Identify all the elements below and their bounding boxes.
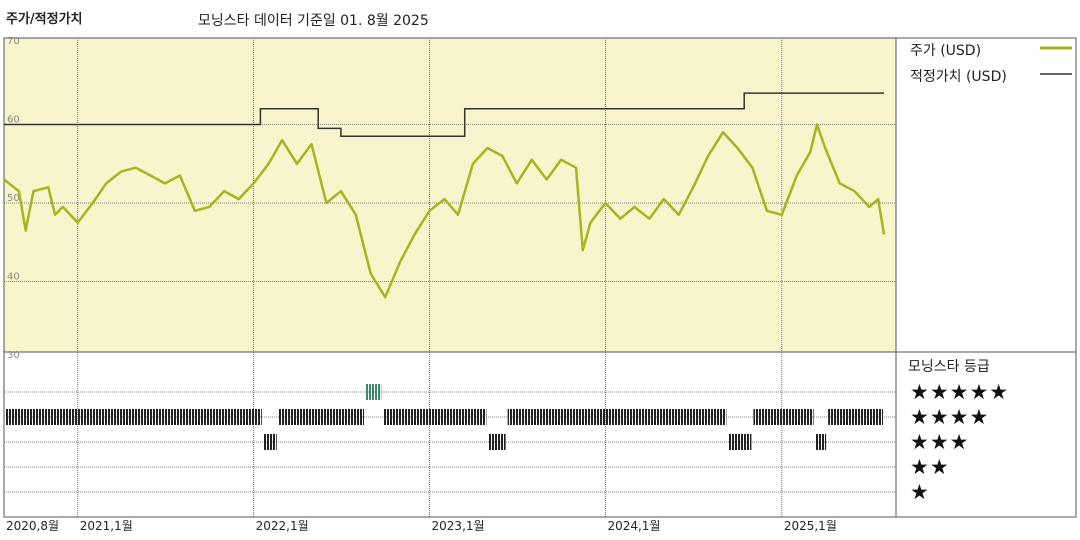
chart-title: 주가/적정가치 [6, 12, 83, 27]
rating-bar-3-star [728, 434, 752, 450]
rating-bar-4-star [507, 409, 727, 425]
rating-5-star-label: ★★★★★ [910, 380, 1010, 404]
y-tick-label: 50 [7, 193, 20, 204]
rating-bar-3-star [263, 434, 277, 450]
rating-bar-3-star [488, 434, 506, 450]
rating-bar-5-star [365, 384, 382, 400]
price-line [3, 123, 886, 299]
rating-bar-3-star [815, 434, 827, 450]
price-panel [3, 37, 897, 353]
x-tick-label: 2024,1월 [607, 519, 660, 533]
y-tick-label: 70 [7, 36, 20, 47]
legend-panel [895, 37, 1077, 353]
rating-1-star-label: ★ [910, 480, 930, 504]
x-tick-label: 2021,1월 [80, 519, 133, 533]
rating-2-star-label: ★★ [910, 455, 950, 479]
x-tick-label: 2025,1월 [784, 519, 837, 533]
rating-4-star-label: ★★★★ [910, 405, 990, 429]
chart-subtitle: 모닝스타 데이터 기준일 01. 8월 2025 [198, 13, 429, 29]
legend-price-label: 주가 (USD) [910, 43, 982, 59]
x-tick-label: 2023,1월 [432, 519, 485, 533]
rating-bar-4-star [278, 409, 364, 425]
fair-value-line [4, 92, 884, 138]
x-tick-label: 2020,8월 [6, 519, 59, 533]
x-tick-label: 2022,1월 [256, 519, 309, 533]
rating-3-star-label: ★★★ [910, 430, 970, 454]
rating-bar-4-star [828, 409, 883, 425]
y-tick-label: 60 [7, 115, 20, 126]
rating-bar-4-star [383, 409, 487, 425]
rating-legend-panel [895, 351, 1077, 518]
y-tick-label: 40 [7, 272, 20, 283]
rating-bar-4-star [753, 409, 814, 425]
rating-bar-4-star [5, 409, 262, 425]
legend-fair-value-label: 적정가치 (USD) [910, 69, 1007, 85]
rating-panel-title: 모닝스타 등급 [908, 359, 990, 375]
y-tick-label: 30 [7, 350, 20, 361]
